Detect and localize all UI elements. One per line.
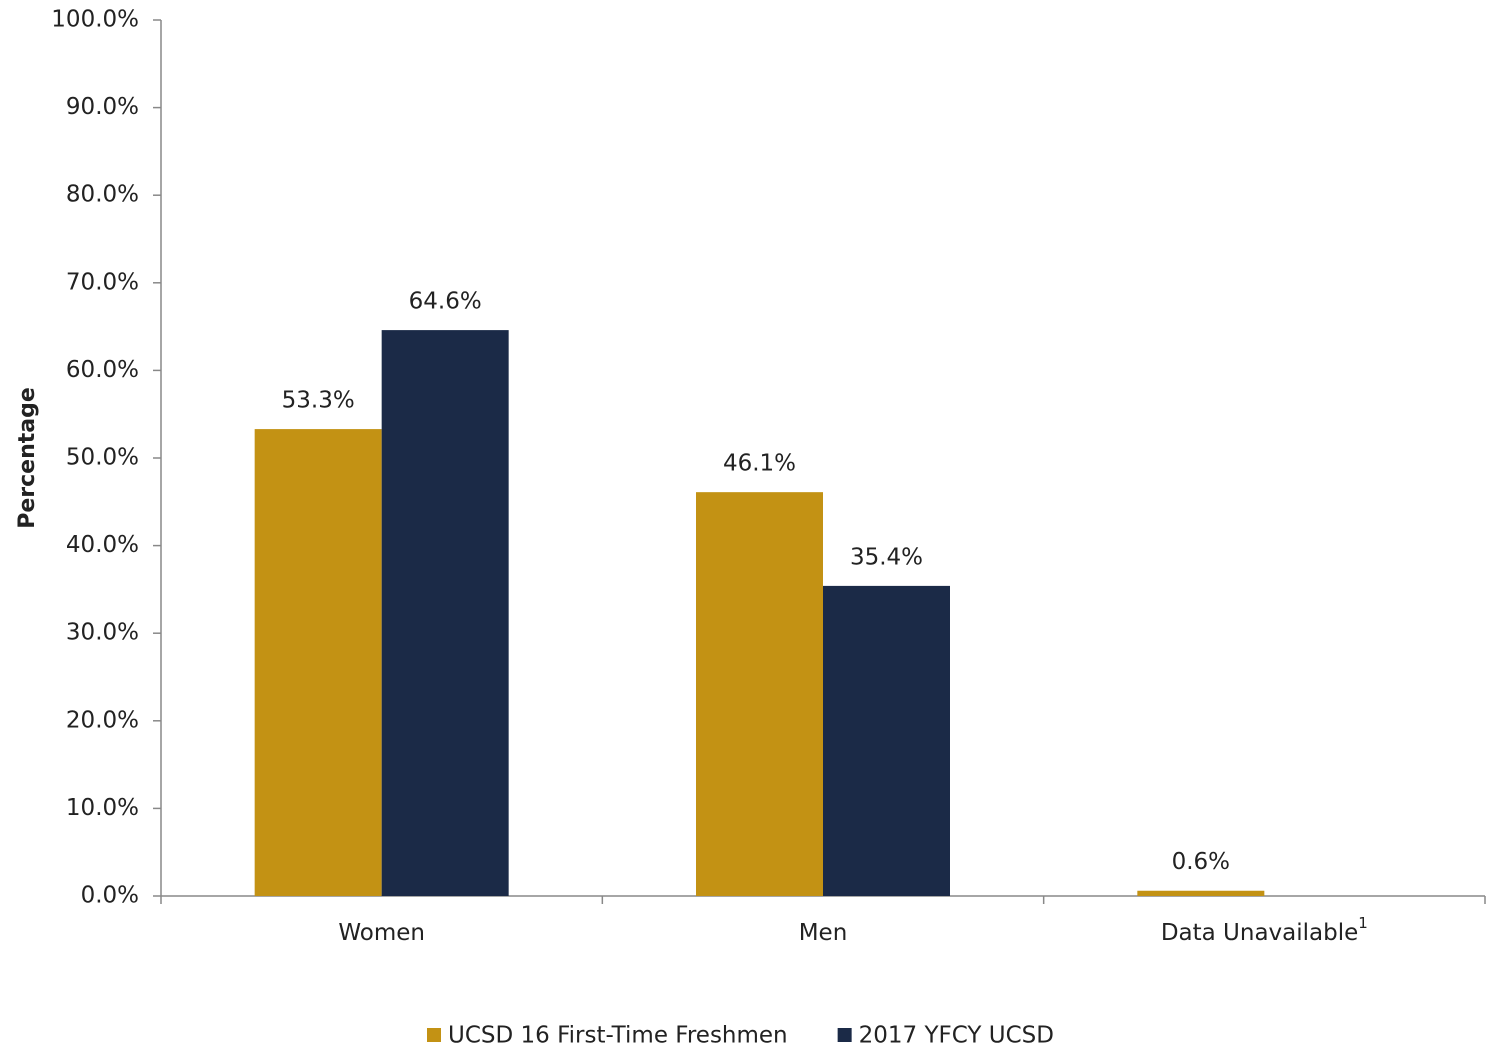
category-name: Women bbox=[338, 920, 425, 946]
y-tick-label: 90.0% bbox=[66, 94, 139, 120]
y-tick-label: 30.0% bbox=[66, 620, 139, 646]
data-label: 0.6% bbox=[1172, 849, 1230, 875]
y-axis-label: Percentage bbox=[15, 387, 40, 529]
y-tick-label: 60.0% bbox=[66, 357, 139, 383]
category-name: Men bbox=[799, 920, 848, 946]
data-label: 64.6% bbox=[409, 289, 482, 315]
bar bbox=[696, 492, 823, 896]
legend-swatch bbox=[427, 1028, 441, 1042]
y-tick-label: 70.0% bbox=[66, 269, 139, 295]
legend-swatch bbox=[837, 1028, 852, 1042]
bar bbox=[381, 330, 509, 896]
y-tick-label: 100.0% bbox=[51, 7, 139, 33]
bar bbox=[254, 429, 382, 896]
bar bbox=[1137, 890, 1265, 896]
data-label: 35.4% bbox=[850, 544, 923, 570]
category-name: Data Unavailable bbox=[1161, 920, 1358, 946]
legend-label: 2017 YFCY UCSD bbox=[859, 1023, 1054, 1048]
legend-label: UCSD 16 First-Time Freshmen bbox=[448, 1023, 788, 1048]
data-label: 46.1% bbox=[723, 451, 796, 477]
y-tick-label: 50.0% bbox=[66, 445, 139, 471]
y-tick-label: 20.0% bbox=[66, 707, 139, 733]
data-label: 53.3% bbox=[282, 388, 355, 414]
x-tick-label: Data Unavailable1 bbox=[1161, 914, 1368, 946]
bar bbox=[823, 585, 950, 896]
y-tick-label: 0.0% bbox=[81, 883, 139, 909]
y-tick-label: 10.0% bbox=[66, 795, 139, 821]
footnote-mark: 1 bbox=[1358, 914, 1368, 932]
y-tick-label: 80.0% bbox=[66, 182, 139, 208]
x-tick-label: Women bbox=[338, 920, 425, 946]
x-tick-label: Men bbox=[799, 920, 848, 946]
y-tick-label: 40.0% bbox=[66, 532, 139, 558]
